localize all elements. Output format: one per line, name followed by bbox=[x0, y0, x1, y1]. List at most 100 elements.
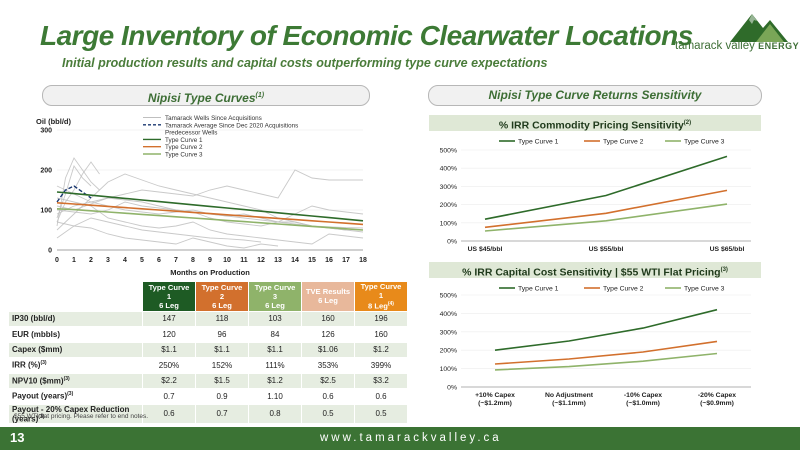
y-tick-label: 200% bbox=[440, 348, 457, 355]
legend-label: Type Curve 3 bbox=[684, 286, 725, 293]
well-line bbox=[56, 221, 279, 249]
x-tick-label: 2 bbox=[89, 257, 93, 264]
y-tick-label: 500% bbox=[440, 293, 457, 300]
table-cell: 196 bbox=[354, 310, 408, 328]
table-row: EUR (mbbls) 120 96 84 126 160 bbox=[8, 326, 408, 343]
x-tick-label: (~$0.9mm) bbox=[700, 400, 734, 407]
legend-label: Type Curve 1 bbox=[518, 286, 559, 293]
table-cell: $1.2 bbox=[248, 372, 302, 390]
series-line bbox=[484, 189, 728, 229]
x-tick-label: 18 bbox=[359, 257, 367, 264]
y-tick-label: 200% bbox=[440, 202, 457, 209]
x-tick-label: (~$1.0mm) bbox=[626, 400, 660, 407]
y-axis-label: Oil (bbl/d) bbox=[36, 117, 71, 126]
table-row: NPV10 ($mm)(3) $2.2 $1.5 $1.2 $2.5 $3.2 bbox=[8, 372, 408, 390]
legend-label: Tamarack Wells Since Acquisitions bbox=[165, 115, 262, 122]
x-tick-label: 3 bbox=[106, 257, 110, 264]
table-cell: 0.6 bbox=[301, 388, 355, 405]
table-cell: $3.2 bbox=[354, 372, 408, 390]
legend-label: Type Curve 2 bbox=[603, 286, 644, 293]
table-cell: $1.1 bbox=[195, 341, 249, 359]
x-tick-label: (~$1.2mm) bbox=[478, 400, 512, 407]
table-cell: 0.7 bbox=[195, 403, 249, 425]
logo-wordmark: tamarack valley ENERGY bbox=[675, 40, 800, 52]
table-row: Capex ($mm) $1.1 $1.1 $1.1 $1.06 $1.2 bbox=[8, 341, 408, 359]
table-cell: $2.2 bbox=[142, 372, 196, 390]
website-url: www.tamarackvalley.ca bbox=[320, 432, 502, 444]
row-label: Capex ($mm) bbox=[8, 341, 143, 359]
table-cell: $2.5 bbox=[301, 372, 355, 390]
row-label: IRR (%)(3) bbox=[8, 357, 143, 374]
x-tick-label: 11 bbox=[240, 257, 248, 264]
table-cell: 0.6 bbox=[354, 388, 408, 405]
x-tick-label: 14 bbox=[291, 257, 299, 264]
y-tick-label: 400% bbox=[440, 311, 457, 318]
x-tick-label: 0 bbox=[55, 257, 59, 264]
x-tick-label: US $65/bbl bbox=[710, 246, 745, 253]
table-row: Payout (years)(3) 0.7 0.9 1.10 0.6 0.6 bbox=[8, 388, 408, 405]
y-tick-label: 300 bbox=[40, 128, 52, 135]
well-line bbox=[56, 217, 262, 243]
table-cell: 160 bbox=[354, 326, 408, 343]
table-cell: 0.7 bbox=[142, 388, 196, 405]
table-cell: 0.5 bbox=[301, 403, 355, 425]
table-cell: $1.5 bbox=[195, 372, 249, 390]
legend-label: Predecessor Wells bbox=[165, 130, 217, 137]
table-cell: $1.2 bbox=[354, 341, 408, 359]
irr-commodity-chart: 0% 100% 200% 300% 400% 500% US $45/bbl US $55/b… bbox=[440, 139, 751, 253]
x-tick-label: 9 bbox=[208, 257, 212, 264]
x-tick-label: US $45/bbl bbox=[468, 246, 503, 253]
footnote: $55 WTI flat pricing. Please refer to en… bbox=[14, 413, 149, 420]
type-curve-line bbox=[56, 202, 364, 226]
row-label: Payout (years)(3) bbox=[8, 388, 143, 405]
row-label: IP30 (bbl/d) bbox=[8, 310, 143, 328]
y-tick-label: 100% bbox=[440, 220, 457, 227]
legend-label: Type Curve 1 bbox=[518, 139, 559, 146]
type-curve-line bbox=[56, 208, 364, 231]
table-cell: 160 bbox=[301, 310, 355, 328]
series-line bbox=[494, 340, 718, 365]
table-cell: 152% bbox=[195, 357, 249, 374]
irr-capital-chart: 0% 100% 200% 300% 400% 500% +10% Capex(~$1.2mm… bbox=[440, 286, 751, 407]
series-line bbox=[494, 352, 718, 371]
table-header: TVE Results 6 Leg bbox=[301, 281, 355, 312]
table-cell: 120 bbox=[142, 326, 196, 343]
commodity-sensitivity-title: % IRR Commodity Pricing Sensitivity(2) bbox=[429, 115, 761, 132]
x-tick-label: (~$1.1mm) bbox=[552, 400, 586, 407]
legend-label: Type Curve 2 bbox=[603, 139, 644, 146]
y-tick-label: 300% bbox=[440, 184, 457, 191]
legend-label: Type Curve 3 bbox=[684, 139, 725, 146]
well-line bbox=[56, 161, 100, 223]
table-cell: 250% bbox=[142, 357, 196, 374]
table-cell: 353% bbox=[301, 357, 355, 374]
y-tick-label: 0 bbox=[48, 248, 52, 255]
table-row: Payout - 20% Capex Reduction (years)(3) 0… bbox=[8, 403, 408, 425]
y-tick-label: 100 bbox=[40, 208, 52, 215]
table-cell: 84 bbox=[248, 326, 302, 343]
table-cell: 118 bbox=[195, 310, 249, 328]
table-cell: 126 bbox=[301, 326, 355, 343]
x-tick-label: 10 bbox=[223, 257, 231, 264]
well-line bbox=[56, 164, 92, 219]
x-tick-label: 4 bbox=[123, 257, 127, 264]
x-tick-label: 6 bbox=[157, 257, 161, 264]
table-cell: $1.1 bbox=[142, 341, 196, 359]
table-cell: 0.5 bbox=[354, 403, 408, 425]
legend-label: Tamarack Average Since Dec 2020 Acquisit… bbox=[165, 122, 298, 129]
x-tick-label: -20% Capex bbox=[698, 392, 736, 399]
x-tick-label: 13 bbox=[274, 257, 282, 264]
well-line bbox=[56, 197, 364, 245]
page-title: Large Inventory of Economic Clearwater L… bbox=[40, 20, 693, 51]
x-tick-label: 8 bbox=[191, 257, 195, 264]
x-tick-label: +10% Capex bbox=[475, 392, 515, 399]
row-label: EUR (mbbls) bbox=[8, 326, 143, 343]
y-tick-label: 100% bbox=[440, 366, 457, 373]
x-tick-label: 7 bbox=[174, 257, 178, 264]
y-tick-label: 400% bbox=[440, 166, 457, 173]
series-line bbox=[484, 203, 728, 232]
